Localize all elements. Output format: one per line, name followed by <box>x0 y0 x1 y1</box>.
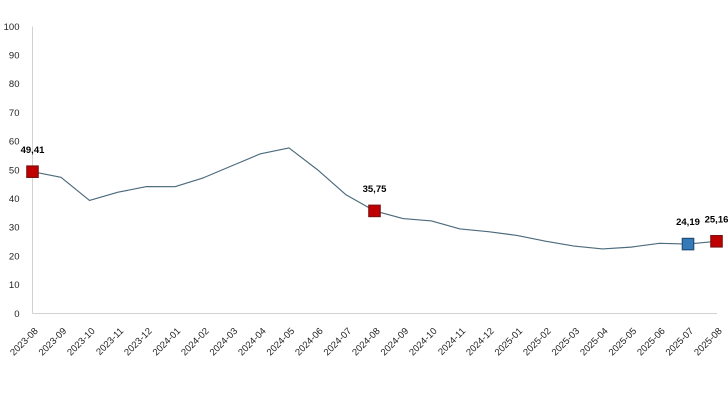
svg-text:30: 30 <box>9 223 20 234</box>
svg-text:25,16: 25,16 <box>705 214 728 225</box>
svg-text:40: 40 <box>9 194 20 205</box>
svg-text:90: 90 <box>9 51 20 62</box>
svg-text:0: 0 <box>14 309 19 320</box>
svg-text:70: 70 <box>9 108 20 119</box>
svg-text:24,19: 24,19 <box>676 217 700 228</box>
svg-text:35,75: 35,75 <box>363 184 387 195</box>
svg-text:100: 100 <box>4 22 20 33</box>
svg-text:50: 50 <box>9 165 20 176</box>
svg-text:10: 10 <box>9 280 20 291</box>
svg-text:49,41: 49,41 <box>21 145 45 156</box>
svg-text:60: 60 <box>9 137 20 148</box>
svg-text:80: 80 <box>9 79 20 90</box>
svg-text:20: 20 <box>9 251 20 262</box>
